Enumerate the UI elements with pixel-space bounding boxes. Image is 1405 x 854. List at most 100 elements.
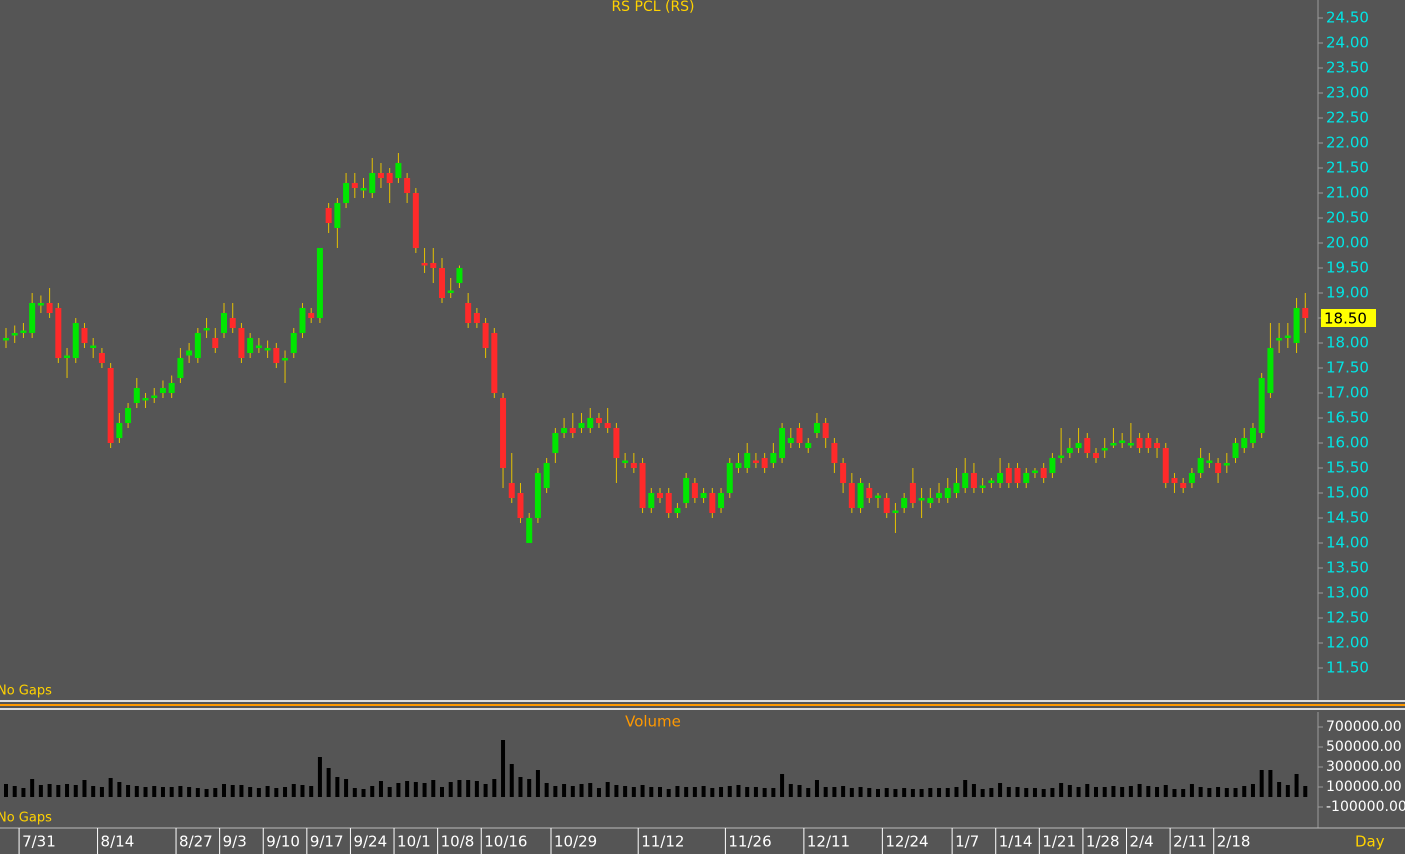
x-tick-label: 11/12	[641, 833, 684, 851]
volume-bar	[902, 788, 907, 797]
x-tick-label: 8/14	[101, 833, 135, 851]
candle-body	[1031, 470, 1038, 473]
candle-body	[630, 463, 637, 468]
y-tick-label: 11.50	[1326, 659, 1369, 677]
candle-body	[997, 473, 1004, 483]
candle-body	[29, 303, 36, 333]
candle-body	[1093, 453, 1099, 458]
volume-bar	[440, 787, 444, 797]
y-tick-label: 15.00	[1326, 484, 1369, 502]
x-tick-label: 9/10	[266, 833, 300, 851]
x-tick-label: 10/1	[397, 833, 431, 851]
candle-body	[700, 493, 707, 498]
volume-bar	[1216, 787, 1221, 797]
candle-body	[125, 408, 132, 423]
candle-body	[142, 398, 149, 401]
candle-body	[229, 318, 236, 328]
candle-body	[386, 173, 393, 183]
candle-body	[796, 428, 803, 443]
candle-body	[334, 203, 341, 228]
y-tick-label: 500000.00	[1326, 739, 1402, 755]
candle-body	[744, 453, 751, 468]
x-tick-label: 10/8	[441, 833, 475, 851]
y-tick-label: 24.50	[1326, 9, 1369, 27]
volume-bar	[876, 789, 880, 797]
candle-body	[1075, 443, 1082, 448]
candle-body	[953, 483, 960, 493]
volume-bar	[945, 788, 950, 797]
volume-bar	[265, 786, 270, 797]
candle-body	[221, 313, 227, 333]
x-tick-label: 2/4	[1130, 833, 1154, 851]
candle-body	[64, 355, 71, 358]
candle-body	[875, 495, 881, 498]
candle-body	[543, 463, 550, 488]
volume-bar	[963, 780, 968, 797]
candle-body	[1284, 335, 1291, 338]
volume-bar	[291, 784, 296, 797]
price-note: No Gaps	[0, 684, 52, 699]
volume-bar	[1067, 785, 1072, 797]
volume-bar	[38, 785, 43, 797]
volume-bar	[204, 789, 209, 797]
candle-body	[1110, 443, 1117, 446]
y-tick-label: 100000.00	[1326, 779, 1402, 795]
volume-bar	[719, 787, 724, 797]
volume-bar	[989, 788, 994, 797]
volume-bar	[553, 786, 558, 797]
candle-body	[1058, 455, 1065, 458]
candle-body	[500, 398, 507, 468]
volume-bar	[1155, 787, 1160, 797]
volume-bar	[1094, 787, 1098, 797]
volume-bar	[910, 789, 915, 797]
y-tick-label: -100000.00	[1326, 799, 1405, 815]
volume-bar	[1102, 787, 1107, 797]
candle-body	[11, 333, 18, 336]
candle-body	[1049, 458, 1056, 473]
volume-bar	[152, 786, 157, 797]
candle-body	[1267, 348, 1274, 393]
y-tick-label: 18.00	[1326, 334, 1369, 352]
volume-bar	[300, 785, 305, 797]
y-tick-label: 24.00	[1326, 34, 1369, 52]
volume-bar	[971, 784, 976, 797]
volume-bar	[1250, 784, 1255, 797]
volume-bar	[82, 780, 87, 797]
candle-body	[55, 308, 62, 358]
candle-body	[901, 498, 908, 508]
candle-body	[1223, 463, 1230, 466]
candle-body	[892, 510, 899, 513]
candle-body	[404, 178, 411, 193]
candle-body	[936, 493, 943, 498]
candle-body	[691, 483, 698, 498]
candle-body	[1127, 443, 1134, 446]
volume-bar	[579, 784, 584, 797]
volume-bar	[623, 786, 628, 797]
y-tick-label: 17.50	[1326, 359, 1369, 377]
volume-bar	[727, 786, 732, 797]
volume-bar	[143, 787, 148, 797]
volume-bar	[317, 757, 322, 797]
x-tick-label: 10/29	[554, 833, 597, 851]
volume-bar	[405, 781, 410, 797]
candle-body	[831, 443, 838, 463]
volume-bar	[640, 785, 645, 797]
candle-body	[369, 173, 376, 193]
volume-bar	[745, 787, 750, 797]
volume-bar	[309, 786, 314, 797]
volume-bar	[1198, 787, 1203, 797]
chart-title: RS PCL (RS)	[611, 0, 694, 15]
volume-bar	[352, 788, 357, 797]
volume-bar	[684, 787, 689, 797]
candle-body	[1101, 448, 1108, 451]
volume-bar	[30, 779, 35, 797]
volume-bar	[169, 787, 174, 797]
candle-body	[918, 498, 925, 501]
volume-bar	[806, 788, 811, 797]
volume-bar	[1224, 788, 1229, 797]
volume-bar	[919, 789, 924, 797]
volume-bar	[413, 782, 418, 797]
volume-bar	[1032, 788, 1037, 797]
candle-body	[308, 313, 315, 318]
volume-bar	[248, 787, 253, 797]
